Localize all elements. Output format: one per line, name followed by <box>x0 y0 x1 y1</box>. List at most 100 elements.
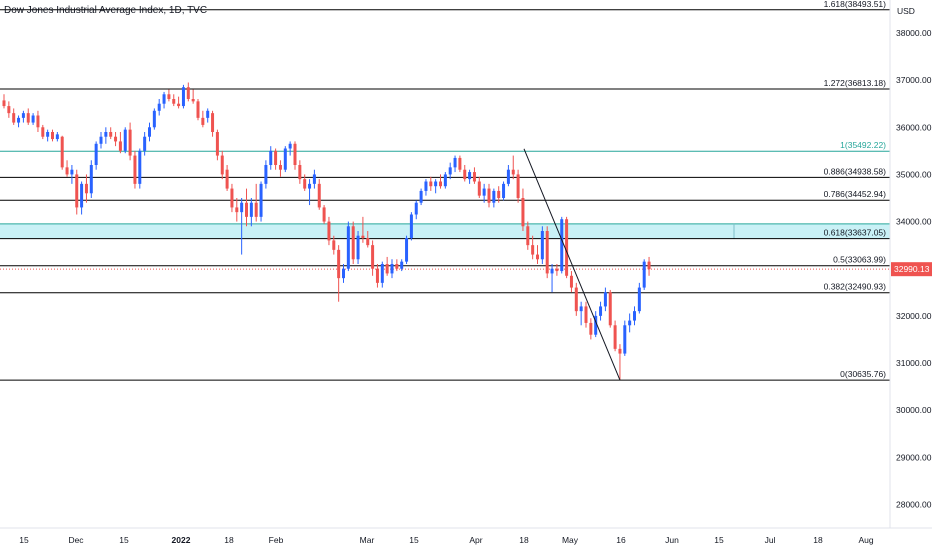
candle-body <box>206 110 210 118</box>
candle-body <box>249 202 253 217</box>
chart-title: Dow Jones Industrial Average Index, 1D, … <box>4 5 208 16</box>
candle-body <box>516 174 520 198</box>
y-tick-label: 36000.00 <box>896 122 932 132</box>
candle-body <box>346 226 350 269</box>
currency-label: USD <box>897 6 915 16</box>
last-price-badge <box>891 262 932 277</box>
candle-body <box>545 231 549 274</box>
candle-body <box>458 157 462 170</box>
candle-body <box>589 322 593 335</box>
candle-body <box>7 106 11 114</box>
candle-body <box>613 325 617 349</box>
candle-body <box>419 190 423 203</box>
candle-body <box>215 132 219 156</box>
x-tick-label: Dec <box>68 535 84 545</box>
candle-body <box>477 181 481 196</box>
candle-body <box>317 183 321 208</box>
candle-body <box>332 240 336 250</box>
candle-body <box>259 183 263 217</box>
candle-body <box>443 174 447 187</box>
candle-body <box>148 127 151 137</box>
candle-body <box>506 169 510 184</box>
y-tick-label: 28000.00 <box>896 499 932 509</box>
candle-body <box>603 292 607 307</box>
candle-body <box>618 348 622 354</box>
candle-body <box>647 261 651 270</box>
y-tick-label: 30000.00 <box>896 405 932 415</box>
candle-body <box>264 165 268 184</box>
candle-body <box>385 264 389 274</box>
candle-body <box>409 214 413 239</box>
x-tick-label: 18 <box>813 535 823 545</box>
candle-body <box>298 165 302 180</box>
candle-body <box>400 261 404 269</box>
candle-body <box>84 183 88 194</box>
candle-body <box>89 165 93 194</box>
candle-body <box>109 132 113 137</box>
last-price-label: 32990.13 <box>894 264 930 274</box>
fib-level-label: 0.382(32490.93) <box>824 282 887 292</box>
x-tick-label: Mar <box>360 535 375 545</box>
fib-level-label: 0(30635.76) <box>840 369 886 379</box>
candle-body <box>594 315 598 335</box>
x-tick-label: 15 <box>714 535 724 545</box>
candle-body <box>162 94 166 104</box>
x-tick-label: 15 <box>409 535 419 545</box>
candle-body <box>31 115 35 123</box>
candle-body <box>560 219 564 272</box>
candle-body <box>550 268 554 274</box>
candle-body <box>633 311 636 321</box>
x-tick-label: Jul <box>765 535 776 545</box>
candle-body <box>380 264 384 283</box>
candle-body <box>2 100 6 107</box>
candle-body <box>80 183 84 208</box>
candle-body <box>36 115 40 128</box>
candle-body <box>642 261 646 288</box>
candle-body <box>536 254 539 260</box>
candle-body <box>94 143 98 165</box>
candle-body <box>628 320 632 326</box>
candle-body <box>278 165 282 170</box>
y-tick-label: 38000.00 <box>896 28 932 38</box>
candle-body <box>157 103 161 111</box>
y-tick-label: 37000.00 <box>896 75 932 85</box>
x-tick-label: Feb <box>269 535 284 545</box>
candle-body <box>531 245 535 255</box>
y-tick-label: 29000.00 <box>896 452 932 462</box>
candle-body <box>123 129 127 151</box>
candle-body <box>608 292 612 326</box>
fib-level-label: 1(35492.22) <box>840 140 886 150</box>
candle-body <box>390 264 394 274</box>
candle-body <box>637 287 641 312</box>
candle-body <box>46 132 50 137</box>
fib-level-label: 1.618(38493.51) <box>824 0 887 9</box>
candle-body <box>487 188 491 203</box>
candle-body <box>201 117 205 125</box>
candle-body <box>128 129 132 156</box>
candle-body <box>371 245 375 269</box>
candle-body <box>356 235 360 260</box>
x-tick-label: Aug <box>858 535 873 545</box>
candle-body <box>230 188 234 208</box>
candle-body <box>55 134 59 140</box>
candle-body <box>143 136 147 151</box>
x-tick-label: 15 <box>19 535 29 545</box>
candle-body <box>526 226 530 246</box>
candle-body <box>220 155 224 175</box>
candle-body <box>41 127 45 137</box>
candle-body <box>172 99 176 104</box>
candle-body <box>99 136 103 144</box>
candle-body <box>429 181 433 187</box>
y-tick-label: 34000.00 <box>896 217 932 227</box>
candle-body <box>254 202 258 217</box>
candle-body <box>181 87 185 107</box>
candle-body <box>351 226 355 260</box>
candle-body <box>225 169 229 189</box>
candle-body <box>482 188 486 196</box>
candle-body <box>51 132 54 140</box>
fib-level-label: 0.786(34452.94) <box>824 189 887 199</box>
candle-body <box>405 238 409 262</box>
candle-body <box>288 143 292 149</box>
candle-body <box>269 150 273 165</box>
